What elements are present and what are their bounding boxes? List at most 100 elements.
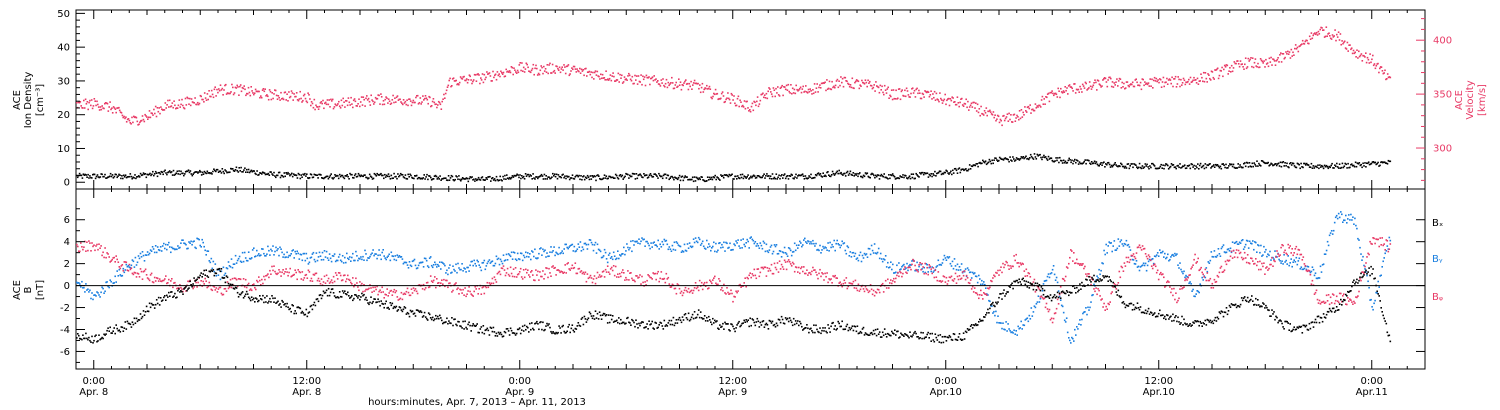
bz-series-point bbox=[650, 276, 652, 279]
density-series-point bbox=[605, 175, 608, 177]
density-series-point bbox=[596, 174, 598, 177]
velocity-series-point bbox=[265, 95, 267, 97]
density-series-point bbox=[469, 176, 471, 178]
velocity-series-point bbox=[713, 93, 716, 96]
bz-series-point bbox=[146, 277, 149, 279]
by-series-point bbox=[235, 262, 238, 264]
density-series-point bbox=[142, 172, 145, 174]
density-series-point bbox=[732, 178, 734, 180]
velocity-series-point bbox=[703, 88, 705, 91]
bz-series-point bbox=[632, 279, 634, 281]
density-series-point bbox=[141, 174, 144, 176]
velocity-series-point bbox=[1208, 74, 1210, 76]
density-series-point bbox=[825, 175, 827, 178]
density-series-point bbox=[965, 168, 967, 170]
by-series-point bbox=[107, 285, 109, 288]
density-series-point bbox=[150, 174, 152, 177]
by-series-point bbox=[1265, 248, 1267, 251]
bz-series-point bbox=[582, 271, 585, 274]
bz-series-point bbox=[176, 287, 178, 290]
density-series-point bbox=[1127, 163, 1130, 165]
velocity-series-point bbox=[99, 106, 102, 108]
velocity-series-point bbox=[1156, 80, 1158, 83]
by-series-point bbox=[1248, 240, 1251, 243]
by-series-point bbox=[914, 269, 916, 272]
by-series-point bbox=[1055, 276, 1058, 279]
bz-series-point bbox=[533, 279, 535, 281]
velocity-series-point bbox=[213, 88, 216, 91]
velocity-series-point bbox=[798, 88, 801, 90]
by-series-point bbox=[736, 242, 738, 244]
velocity-series-point bbox=[300, 97, 302, 100]
density-series-point bbox=[990, 162, 993, 165]
density-series-point bbox=[313, 173, 316, 176]
density-series-point bbox=[1345, 163, 1347, 166]
by-series-point bbox=[1132, 259, 1135, 261]
by-series-point bbox=[501, 262, 504, 265]
density-series-point bbox=[1018, 159, 1021, 161]
velocity-series-point bbox=[1232, 67, 1235, 69]
bz-series-point bbox=[125, 261, 128, 264]
velocity-series-point bbox=[690, 80, 692, 83]
bz-series-point bbox=[513, 275, 516, 278]
velocity-series-point bbox=[462, 76, 464, 78]
density-series-point bbox=[391, 177, 394, 180]
by-series-point bbox=[1386, 245, 1389, 247]
by-series-point bbox=[635, 241, 637, 243]
density-series-point bbox=[869, 176, 871, 179]
bz-series-point bbox=[640, 283, 642, 285]
velocity-series-point bbox=[1348, 44, 1350, 46]
bz-series-point bbox=[399, 297, 402, 300]
bz-series-point bbox=[558, 269, 560, 272]
velocity-series-point bbox=[720, 92, 723, 95]
bz-series-point bbox=[631, 277, 633, 280]
velocity-series-point bbox=[876, 85, 879, 88]
velocity-series-point bbox=[244, 88, 246, 91]
by-series-point bbox=[1189, 281, 1191, 283]
by-series-point bbox=[77, 282, 79, 284]
by-series-point bbox=[994, 314, 996, 317]
bz-series-point bbox=[251, 284, 254, 286]
by-series-point bbox=[192, 240, 194, 243]
density-series-point bbox=[1162, 164, 1164, 166]
by-series-point bbox=[789, 249, 792, 252]
velocity-series-point bbox=[522, 66, 525, 69]
by-series-point bbox=[591, 243, 594, 246]
density-series-point bbox=[1022, 156, 1024, 158]
velocity-series-point bbox=[1040, 99, 1043, 101]
density-series-point bbox=[413, 177, 415, 180]
velocity-series-point bbox=[175, 107, 178, 109]
density-series-point bbox=[206, 170, 209, 173]
by-series-point bbox=[1198, 291, 1200, 294]
by-series-point bbox=[1328, 234, 1331, 237]
by-series-point bbox=[669, 248, 672, 250]
density-series-point bbox=[1268, 164, 1270, 167]
density-series-point bbox=[600, 178, 603, 181]
velocity-series-point bbox=[1271, 64, 1273, 66]
density-series-point bbox=[1223, 164, 1225, 166]
density-series-point bbox=[701, 176, 703, 178]
density-series-point bbox=[1186, 165, 1189, 167]
bz-series-point bbox=[655, 278, 657, 281]
density-series-point bbox=[1097, 164, 1100, 167]
velocity-series-point bbox=[553, 69, 556, 72]
velocity-series-point bbox=[1251, 65, 1253, 68]
bz-series-point bbox=[395, 290, 398, 292]
by-series-point bbox=[487, 260, 490, 263]
by-series-point bbox=[1326, 240, 1329, 243]
density-series-point bbox=[1064, 160, 1067, 163]
by-series-point bbox=[716, 251, 718, 253]
density-series-point bbox=[1315, 165, 1317, 168]
velocity-series-point bbox=[235, 87, 238, 89]
density-series-point bbox=[291, 175, 294, 178]
density-series-point bbox=[213, 168, 215, 170]
velocity-series-point bbox=[514, 69, 516, 71]
velocity-series-point bbox=[435, 103, 437, 105]
density-series-point bbox=[292, 173, 295, 175]
density-series-point bbox=[321, 177, 323, 179]
density-series-point bbox=[738, 177, 741, 180]
density-series-point bbox=[453, 179, 455, 182]
by-series-point bbox=[1081, 318, 1083, 321]
by-series-point bbox=[458, 267, 460, 269]
density-series-point bbox=[521, 175, 523, 177]
